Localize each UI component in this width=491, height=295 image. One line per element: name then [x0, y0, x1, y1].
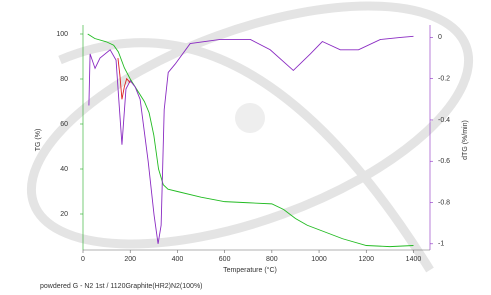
x-tick-label: 800: [266, 256, 278, 263]
y-tick-label: 100: [56, 31, 68, 38]
y-tick-label: 20: [60, 211, 68, 218]
x-tick-label: 400: [172, 256, 184, 263]
y-tick-label: 40: [60, 166, 68, 173]
y2-tick-label: -0.2: [438, 76, 450, 83]
watermark-arc: [58, 38, 434, 273]
x-tick-label: 600: [219, 256, 231, 263]
x-tick-label: 200: [124, 256, 136, 263]
data-line: [117, 57, 131, 100]
y-axis-label: TG (%): [35, 129, 42, 152]
y2-tick-label: -0.8: [438, 199, 450, 206]
x-tick-label: 0: [81, 256, 85, 263]
y-tick-label: 80: [60, 76, 68, 83]
x-axis-label: Temperature (°C): [223, 266, 277, 274]
watermark-dot: [235, 103, 265, 133]
y-tick-label: 60: [60, 121, 68, 128]
data-line: [88, 35, 414, 244]
data-line: [87, 33, 414, 248]
x-tick-label: 1000: [311, 256, 327, 263]
y2-tick-label: -0.4: [438, 117, 450, 124]
x-tick-label: 1200: [358, 256, 374, 263]
y2-axis-label: dTG (%/min): [462, 120, 469, 160]
y2-tick-label: 0: [438, 34, 442, 41]
footnote: powdered G - N2 1st / 1120Graphite(HR2)N…: [40, 283, 203, 290]
y2-tick-label: -0.6: [438, 158, 450, 165]
y2-tick-label: -1: [438, 241, 444, 248]
x-tick-label: 1400: [406, 256, 422, 263]
